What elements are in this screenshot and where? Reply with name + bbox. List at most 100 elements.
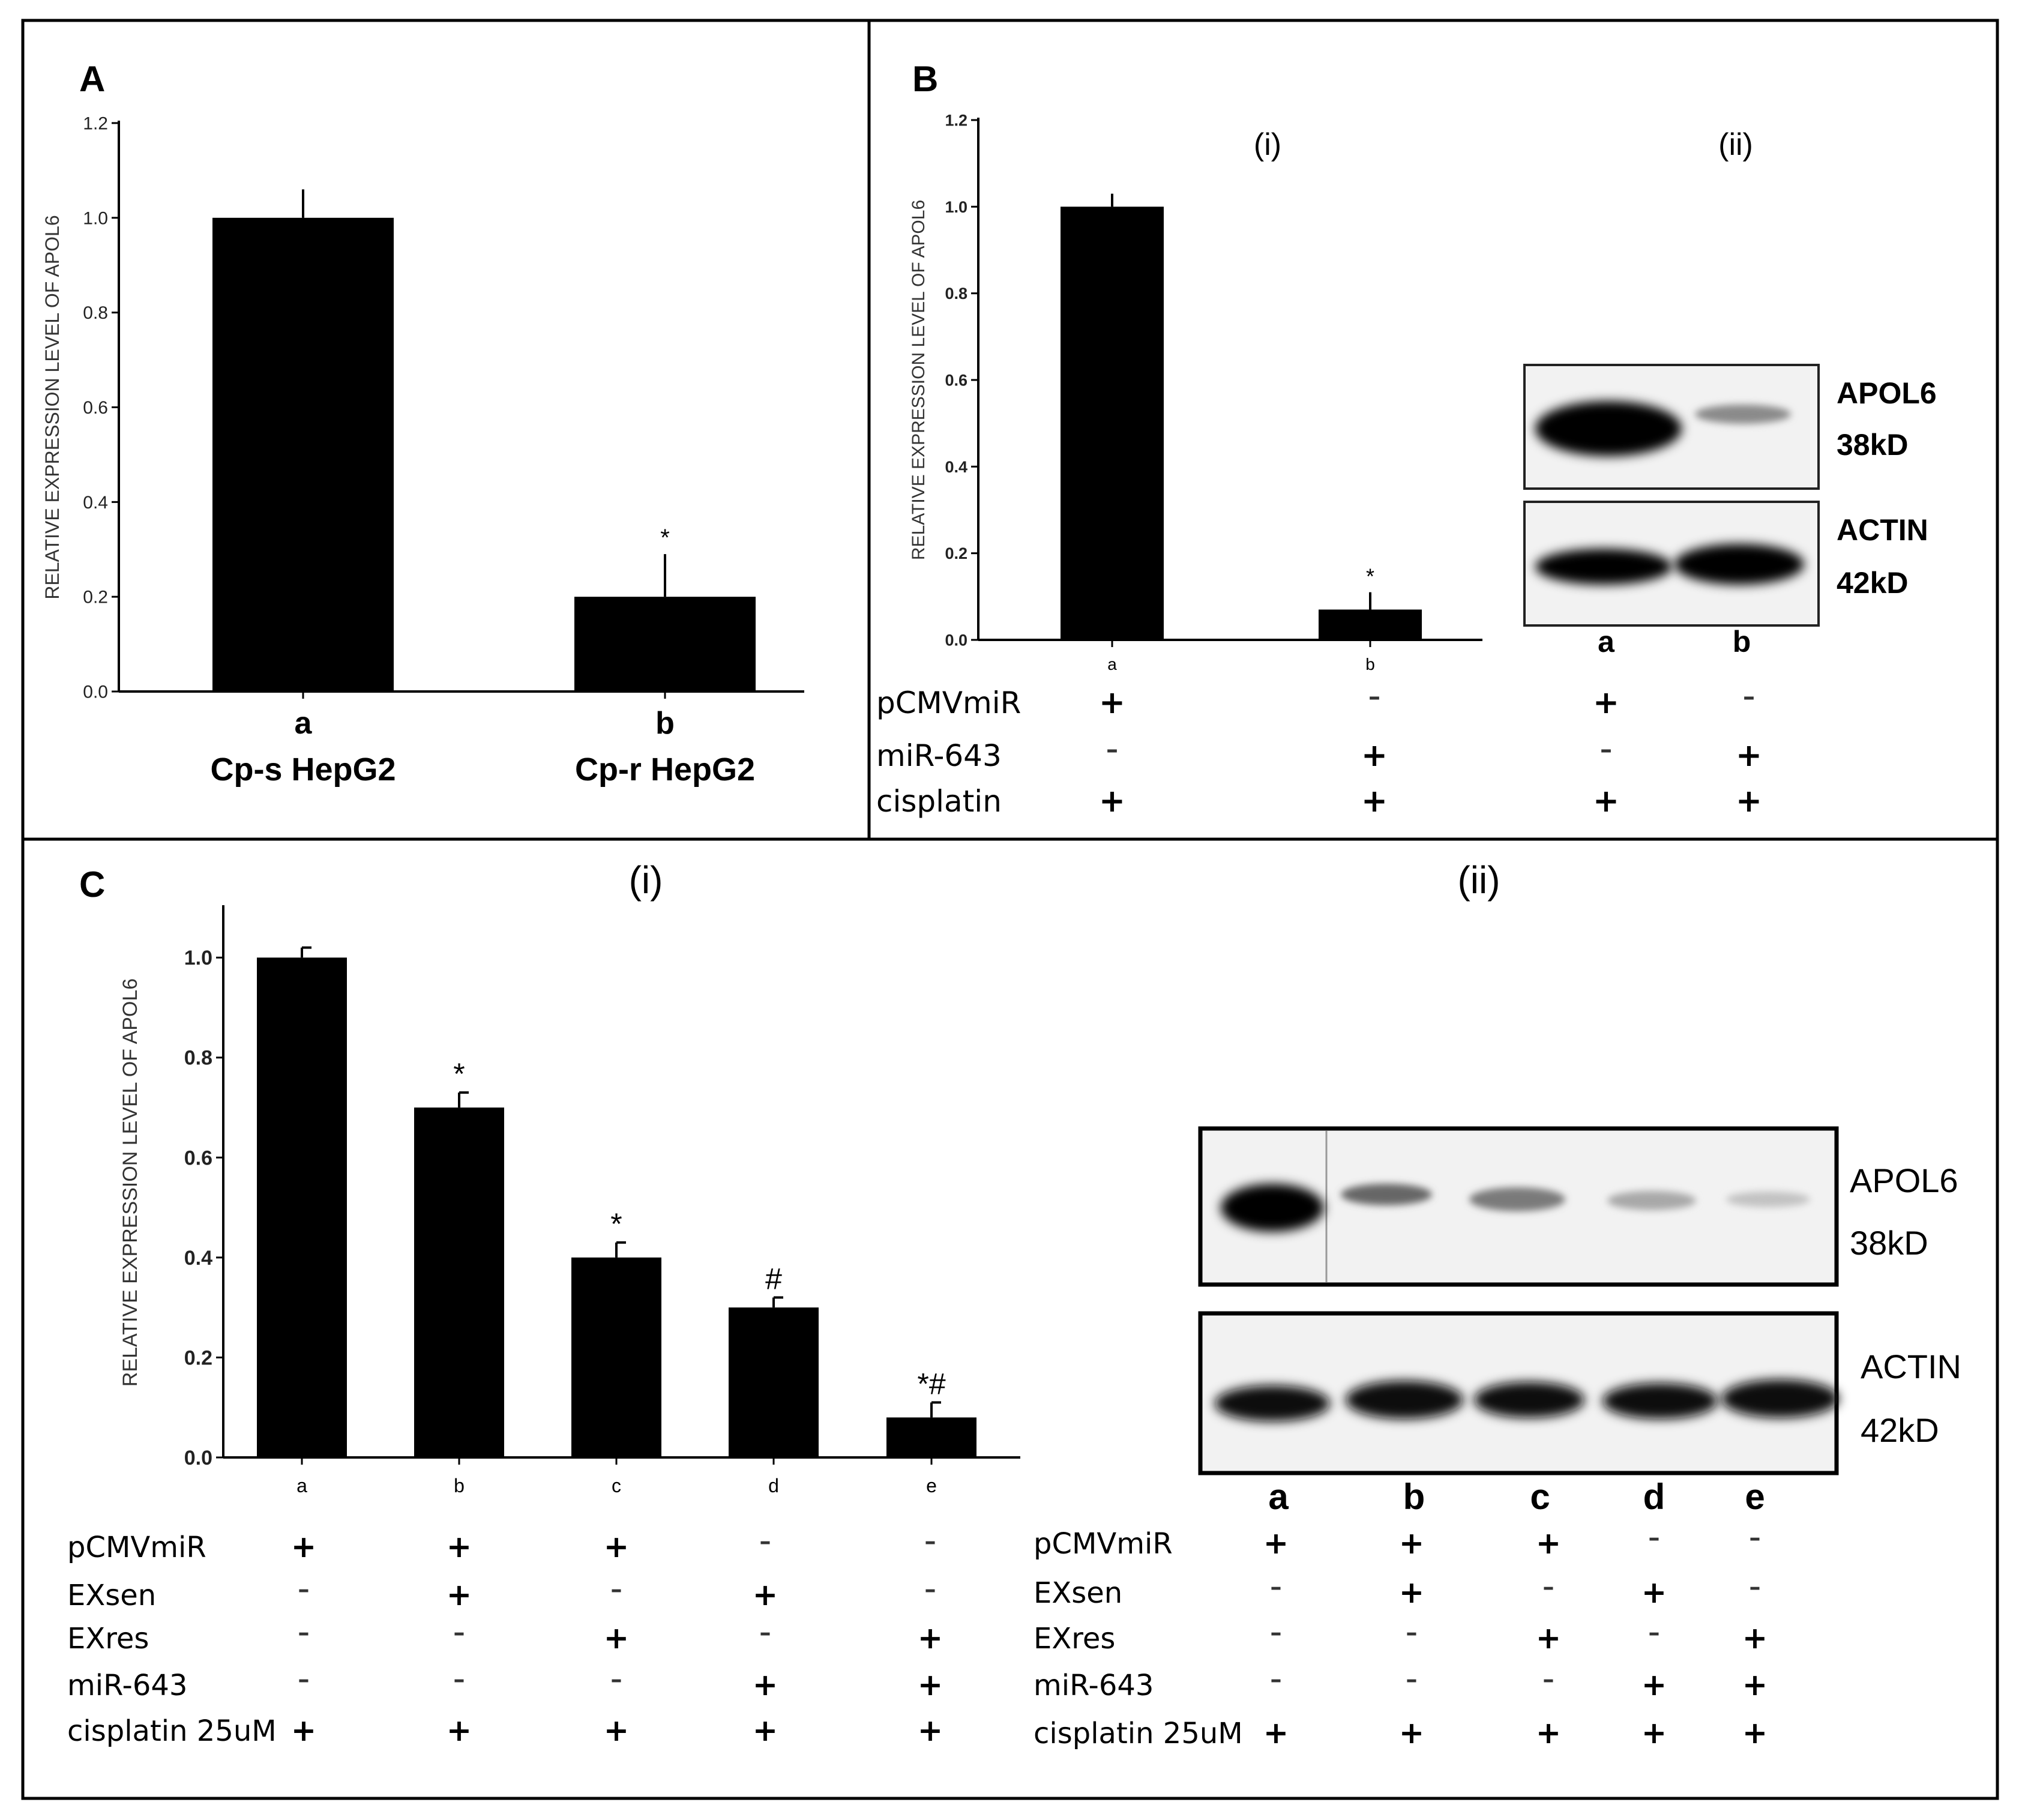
panel-c-condition-sign: + bbox=[753, 1577, 778, 1612]
panel-c-blot-condition-sign: + bbox=[1399, 1715, 1424, 1750]
panel-c-condition-sign: – bbox=[298, 1620, 309, 1647]
panel-c-condition-sign: + bbox=[918, 1667, 943, 1702]
panel-c-blot-condition-sign: + bbox=[1641, 1715, 1667, 1750]
panel-b-blot-actin-size: 42kD bbox=[1837, 566, 1909, 600]
panel-b-blot-condition-sign: – bbox=[1600, 736, 1612, 764]
panel-c-blot-actin-band-b bbox=[1346, 1381, 1463, 1419]
panel-c-category-label-c: c bbox=[612, 1475, 621, 1496]
panel-a-bar-a bbox=[212, 217, 394, 692]
panel-c-condition-sign: + bbox=[291, 1529, 316, 1564]
panel-c-category-label-e: e bbox=[926, 1475, 937, 1496]
panel-c-chart: 0.0 0.2 0.4 0.6 0.8 1.0 a * b * c # d *# e bbox=[184, 905, 1020, 1496]
panel-c-blot-lane-e: e bbox=[1745, 1477, 1765, 1517]
panel-c-letter: C bbox=[79, 864, 105, 905]
panel-a-category-name-a: Cp-s HepG2 bbox=[210, 752, 396, 788]
panel-c-condition-sign: + bbox=[753, 1713, 778, 1748]
panel-c-bar-d bbox=[729, 1307, 819, 1457]
panel-a-y-tick-label: 1.0 bbox=[83, 208, 108, 228]
panel-c-condition-sign: + bbox=[918, 1620, 943, 1656]
panel-c-condition-sign: – bbox=[924, 1528, 936, 1555]
panel-c-blot-condition-sign: – bbox=[1270, 1620, 1281, 1647]
panel-c-western-blot: APOL6 38kD ACTIN 42kD a b c d e pCMVmiR + + + – –… bbox=[1034, 1126, 1961, 1750]
panel-c-blot-condition-sign: – bbox=[1648, 1525, 1659, 1552]
panel-c-blot-condition-sign: – bbox=[1542, 1666, 1554, 1693]
panel-a-y-tick-label: 0.6 bbox=[83, 398, 108, 418]
panel-b-blot-lane-a: a bbox=[1598, 625, 1615, 658]
panel-c-condition-row-label: EXres bbox=[67, 1622, 149, 1656]
panel-a-category-label-b: b bbox=[655, 706, 675, 741]
panel-a-category-name-b: Cp-r HepG2 bbox=[575, 752, 755, 788]
panel-a-y-tick-label: 0.0 bbox=[83, 682, 108, 702]
panel-b-y-tick-label: 0.4 bbox=[945, 458, 967, 476]
panel-b-blot-condition-sign: + bbox=[1593, 783, 1619, 819]
panel-c-significance-b: * bbox=[453, 1057, 465, 1091]
panel-a-y-tick-label: 0.8 bbox=[83, 303, 108, 323]
panel-c-blot-condition-row-label: EXsen bbox=[1034, 1576, 1122, 1610]
panel-c-blot-condition-sign: – bbox=[1270, 1574, 1281, 1601]
panel-c-condition-sign: – bbox=[298, 1666, 309, 1693]
panel-b-blot-condition-sign: + bbox=[1736, 737, 1762, 774]
panel-c-blot-condition-sign: + bbox=[1742, 1620, 1768, 1656]
panel-c-blot-lane-labels: a b c d e bbox=[1268, 1477, 1765, 1517]
panel-c-blot-condition-sign: + bbox=[1536, 1525, 1561, 1561]
panel-c-condition-sign: + bbox=[753, 1667, 778, 1702]
panel-c-significance-c: * bbox=[610, 1207, 622, 1241]
panel-b-blot-condition-sign: – bbox=[1743, 683, 1755, 711]
panel-c-condition-row-label: pCMVmiR bbox=[67, 1531, 206, 1564]
panel-b-bar-a bbox=[1061, 206, 1164, 640]
panel-b-blot-apol6-name: APOL6 bbox=[1837, 376, 1937, 410]
panel-b-blot-actin-band-a bbox=[1535, 549, 1672, 585]
panel-a-y-tick-label: 0.4 bbox=[83, 493, 108, 513]
panel-b-condition-row-label: cisplatin bbox=[876, 784, 1002, 819]
panel-c-condition-sign: + bbox=[604, 1713, 629, 1748]
panel-b-subpanel-i-label: (i) bbox=[1254, 127, 1281, 162]
panel-c-condition-sign: + bbox=[604, 1620, 629, 1656]
panel-c-y-tick-label: 1.0 bbox=[184, 947, 212, 969]
panel-c-condition-sign: + bbox=[604, 1529, 629, 1564]
panel-c-condition-sign: – bbox=[924, 1576, 936, 1603]
panel-b-blot-condition-sign: + bbox=[1593, 684, 1619, 721]
panel-c-condition-sign: + bbox=[918, 1713, 943, 1748]
panel-c-condition-row-label: miR-643 bbox=[67, 1669, 187, 1702]
panel-a-letter: A bbox=[79, 59, 105, 99]
panel-c-blot-condition-sign: + bbox=[1641, 1574, 1667, 1610]
panel-c-bar-e bbox=[886, 1417, 976, 1457]
panel-c-condition-row-label: cisplatin 25uM bbox=[67, 1714, 277, 1748]
panel-c-significance-d: # bbox=[765, 1262, 782, 1296]
panel-b-y-tick-label: 1.0 bbox=[945, 198, 967, 216]
panel-c-blot-condition-row-label: miR-643 bbox=[1034, 1669, 1154, 1702]
panel-c-bar-c bbox=[571, 1257, 661, 1457]
panel-c-y-tick-label: 0.4 bbox=[184, 1247, 212, 1270]
panel-a-y-tick-label: 1.2 bbox=[83, 114, 108, 134]
panel-b-blot-apol6-size: 38kD bbox=[1837, 428, 1909, 462]
panel-b-y-tick-label: 0.0 bbox=[945, 631, 967, 649]
panel-c-condition-sign: – bbox=[453, 1666, 465, 1693]
panel-c-y-tick-label: 0.8 bbox=[184, 1047, 212, 1070]
panel-b-category-label-a: a bbox=[1107, 655, 1117, 673]
panel-b-blot-apol6-band-b bbox=[1695, 405, 1791, 424]
panel-c-blot-actin-band-e bbox=[1721, 1379, 1839, 1418]
panel-c-condition-table: pCMVmiR + + + – – EXsen – + – + – EXres – – + – + miR-643 –… bbox=[67, 1528, 943, 1748]
panel-c-blot-condition-sign: + bbox=[1742, 1667, 1768, 1702]
panel-c-category-label-d: d bbox=[768, 1475, 779, 1496]
panel-b-bar-b bbox=[1319, 609, 1422, 640]
panel-c-blot-condition-sign: + bbox=[1399, 1525, 1424, 1561]
panel-c-blot-apol6-size: 38kD bbox=[1850, 1224, 1928, 1262]
panel-b-y-tick-label: 0.6 bbox=[945, 371, 967, 389]
panel-b-condition-row-label: pCMVmiR bbox=[876, 686, 1021, 720]
panel-b-condition-sign: – bbox=[1106, 736, 1118, 764]
panel-c-condition-sign: – bbox=[759, 1620, 771, 1647]
panel-frames bbox=[21, 19, 1999, 1800]
panel-c-blot-condition-sign: – bbox=[1749, 1525, 1760, 1552]
panel-c-blot-actin-size: 42kD bbox=[1861, 1411, 1939, 1449]
panel-b: B (i) (ii) RELATIVE EXPRESSION LEVEL OF … bbox=[876, 59, 1937, 819]
panel-c-blot-condition-sign: + bbox=[1641, 1667, 1667, 1702]
panel-c-blot-condition-sign: + bbox=[1536, 1715, 1561, 1750]
panel-c-blot-actin-band-a bbox=[1215, 1385, 1330, 1421]
panel-b-blot-actin-name: ACTIN bbox=[1837, 513, 1928, 547]
panel-c-blot-condition-sign: + bbox=[1399, 1574, 1424, 1610]
panel-a-bar-b bbox=[574, 597, 756, 692]
